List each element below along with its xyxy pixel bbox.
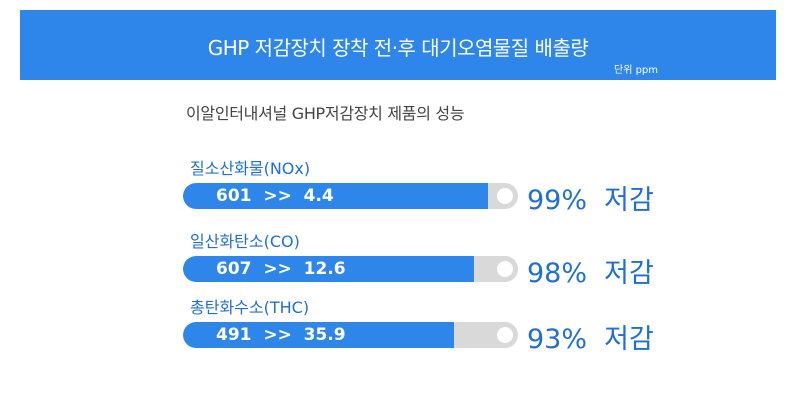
bar-end-knob (497, 327, 513, 343)
unit-label: 단위 ppm (614, 65, 659, 76)
bar-fill (183, 183, 488, 209)
reduction-label: 93% 저감 (527, 324, 654, 355)
bar-row: 총탄화수소(THC) 491 >> 35.9 93% 저감 (0, 294, 800, 374)
bar-fill (183, 322, 454, 348)
before-after-label: 601 >> 4.4 (216, 186, 334, 206)
bar-track (183, 256, 518, 282)
before-after-label: 607 >> 12.6 (216, 259, 346, 279)
before-after-label: 491 >> 35.9 (216, 325, 346, 345)
bar-fill (183, 256, 474, 282)
category-label: 질소산화물(NOx) (190, 159, 311, 178)
category-label: 총탄화수소(THC) (190, 298, 310, 317)
bar-row: 질소산화물(NOx) 601 >> 4.4 99% 저감 (0, 155, 800, 235)
title-banner: GHP 저감장치 장착 전·후 대기오염물질 배출량 단위 ppm (20, 10, 776, 80)
bar-end-knob (497, 261, 513, 277)
reduction-label: 98% 저감 (527, 258, 654, 289)
chart-title: GHP 저감장치 장착 전·후 대기오염물질 배출량 (207, 36, 589, 60)
bar-end-knob (497, 188, 513, 204)
bar-track (183, 183, 518, 209)
bar-row: 일산화탄소(CO) 607 >> 12.6 98% 저감 (0, 228, 800, 308)
reduction-label: 99% 저감 (527, 185, 654, 216)
category-label: 일산화탄소(CO) (190, 232, 300, 251)
chart-subtitle: 이알인터내셔널 GHP저감장치 제품의 성능 (186, 104, 465, 123)
bar-track (183, 322, 518, 348)
